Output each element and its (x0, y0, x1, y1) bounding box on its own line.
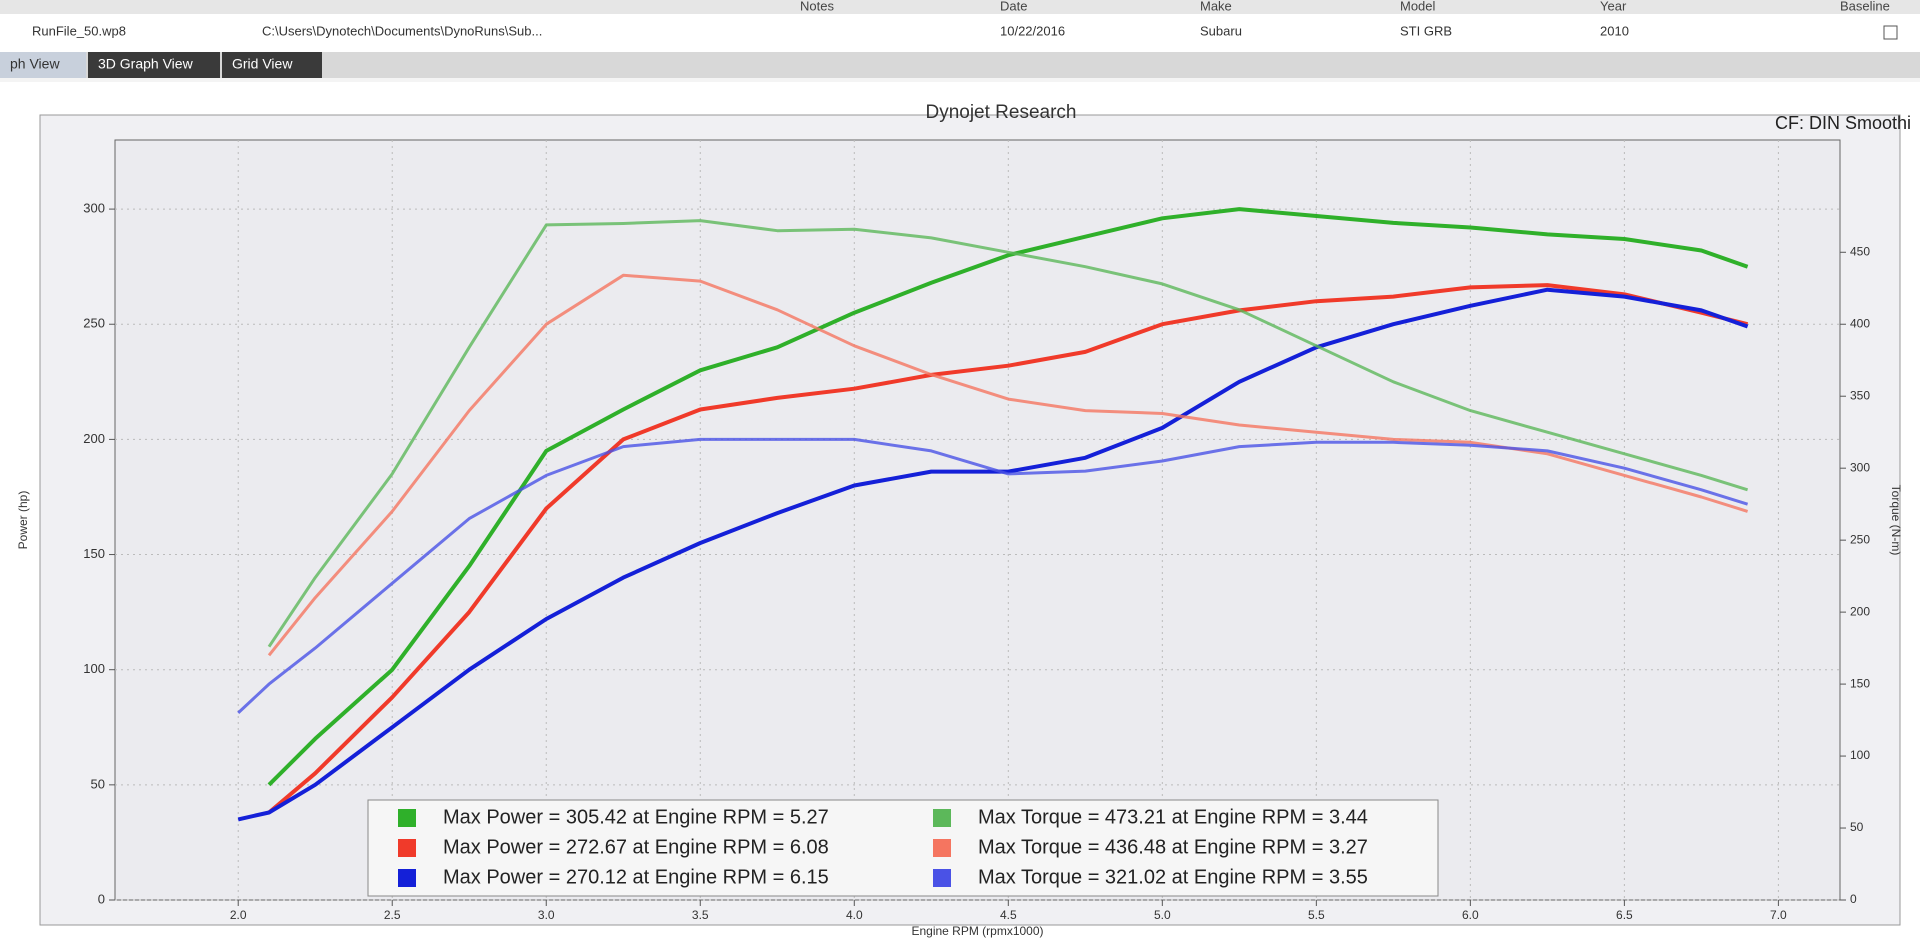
y-tick-label: 250 (83, 316, 105, 331)
x-tick-label: 4.0 (846, 908, 863, 922)
legend-label: Max Power = 305.42 at Engine RPM = 5.27 (443, 806, 829, 828)
legend-label: Max Torque = 436.48 at Engine RPM = 3.27 (978, 836, 1368, 858)
y2-axis-label: Torque (N-m) (1889, 485, 1903, 556)
tab[interactable] (0, 52, 86, 78)
column-header: Model (1400, 0, 1436, 13)
y-tick-label: 0 (98, 891, 105, 906)
y-tick-label: 200 (83, 431, 105, 446)
table-cell: C:\Users\Dynotech\Documents\DynoRuns\Sub… (262, 23, 542, 38)
column-header: Date (1000, 0, 1027, 13)
series-line (267, 207, 1749, 787)
x-tick-label: 3.0 (538, 908, 555, 922)
x-tick-label: 2.0 (230, 908, 247, 922)
table-cell: Subaru (1200, 23, 1242, 38)
x-tick-label: 5.0 (1154, 908, 1171, 922)
legend-label: Max Torque = 321.02 at Engine RPM = 3.55 (978, 866, 1368, 888)
legend-swatch (933, 809, 951, 827)
x-tick-label: 5.5 (1308, 908, 1325, 922)
series-line (267, 283, 1749, 815)
y2-tick-label: 150 (1850, 676, 1870, 690)
y2-tick-label: 200 (1850, 604, 1870, 618)
y-tick-label: 300 (83, 201, 105, 216)
column-header: Notes (800, 0, 834, 13)
column-header: Year (1600, 0, 1627, 13)
y2-tick-label: 50 (1850, 820, 1864, 834)
y2-tick-label: 0 (1850, 892, 1857, 906)
chart-title: Dynojet Research (925, 102, 1076, 123)
legend (367, 799, 1439, 897)
y2-tick-label: 400 (1850, 316, 1870, 330)
legend-label: Max Torque = 473.21 at Engine RPM = 3.44 (978, 806, 1368, 828)
table-cell: RunFile_50.wp8 (32, 23, 126, 38)
column-header: Make (1200, 0, 1232, 13)
tab-label[interactable]: 3D Graph View (98, 56, 194, 72)
x-tick-label: 7.0 (1770, 908, 1787, 922)
x-tick-label: 6.5 (1616, 908, 1633, 922)
x-tick-label: 2.5 (384, 908, 401, 922)
legend-swatch (933, 869, 951, 887)
y-axis-label: Power (hp) (16, 491, 30, 550)
x-tick-label: 6.0 (1462, 908, 1479, 922)
legend-swatch (398, 839, 416, 857)
plot-area (114, 139, 1841, 901)
y2-tick-label: 450 (1850, 244, 1870, 258)
y2-tick-label: 250 (1850, 532, 1870, 546)
table-cell: 10/22/2016 (1000, 23, 1065, 38)
y-tick-label: 50 (91, 776, 105, 791)
tab[interactable] (88, 52, 220, 78)
series-line (237, 287, 1749, 822)
tab-label[interactable]: Grid View (232, 56, 293, 72)
y-tick-label: 150 (83, 546, 105, 561)
tab-label[interactable]: ph View (10, 56, 60, 72)
chart-subtitle: CF: DIN Smoothi (1775, 113, 1911, 133)
legend-swatch (398, 809, 416, 827)
column-header: Baseline (1840, 0, 1890, 13)
legend-label: Max Power = 270.12 at Engine RPM = 6.15 (443, 866, 829, 888)
table-cell: 2010 (1600, 23, 1629, 38)
series-line (237, 437, 1749, 714)
series-line (267, 219, 1749, 648)
table-cell: STI GRB (1400, 23, 1452, 38)
legend-swatch (398, 869, 416, 887)
x-tick-label: 4.5 (1000, 908, 1017, 922)
x-axis-label: Engine RPM (rpmx1000) (911, 924, 1043, 938)
y2-tick-label: 300 (1850, 460, 1870, 474)
x-tick-label: 3.5 (692, 908, 709, 922)
table-header (0, 0, 1920, 14)
tab[interactable] (222, 52, 322, 78)
baseline-checkbox[interactable] (1883, 25, 1898, 40)
legend-swatch (933, 839, 951, 857)
y2-tick-label: 100 (1850, 748, 1870, 762)
y2-tick-label: 350 (1850, 388, 1870, 402)
legend-label: Max Power = 272.67 at Engine RPM = 6.08 (443, 836, 829, 858)
y-tick-label: 100 (83, 661, 105, 676)
